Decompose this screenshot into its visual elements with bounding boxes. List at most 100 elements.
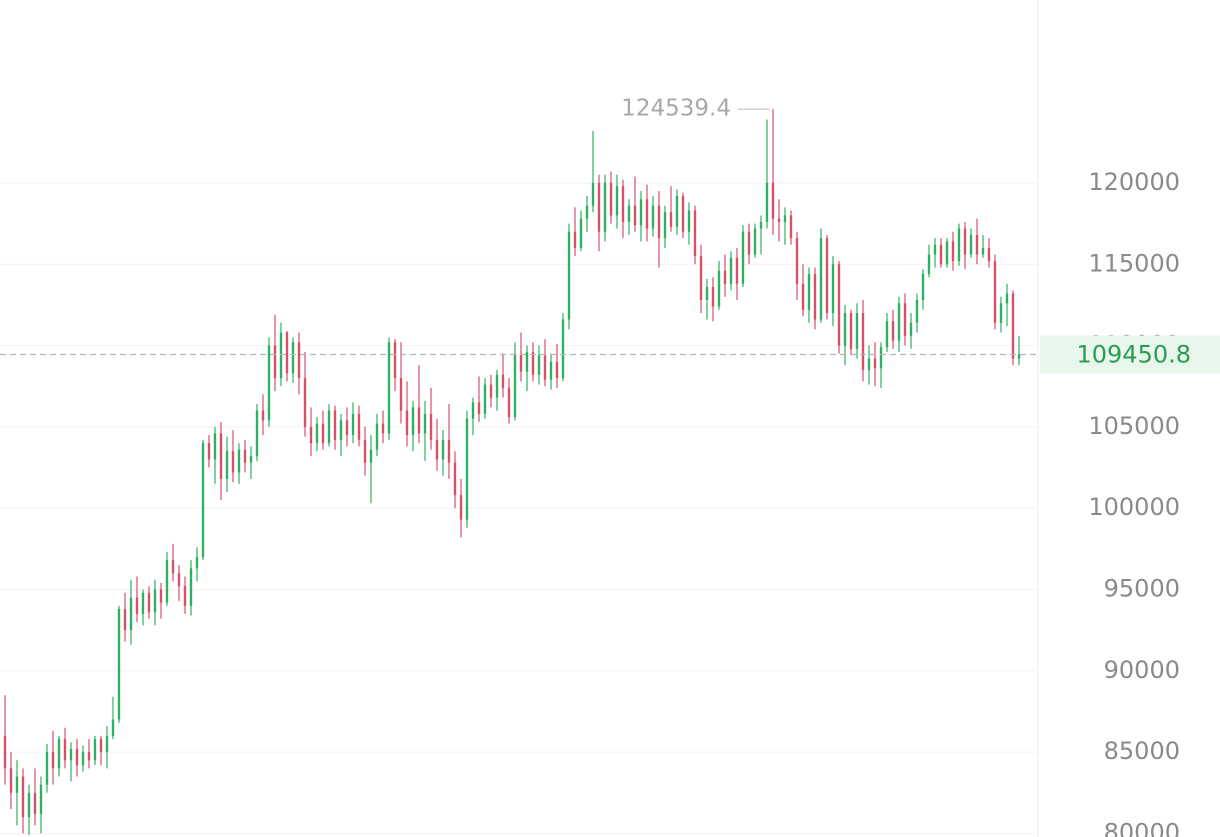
candle-body xyxy=(135,597,139,614)
candle-body xyxy=(939,244,943,265)
candle-body xyxy=(825,238,829,314)
candle-body xyxy=(807,274,811,310)
candle-body xyxy=(285,332,289,374)
candle-body xyxy=(345,420,349,436)
candle-body xyxy=(1011,293,1015,359)
candle-body xyxy=(255,410,259,457)
candle-body xyxy=(717,270,721,307)
candles xyxy=(3,109,1021,836)
candle-body xyxy=(75,748,79,766)
candle-body xyxy=(327,410,331,444)
candle-body xyxy=(735,257,739,284)
candle-body xyxy=(621,186,625,222)
candle-body xyxy=(867,358,871,370)
candle-body xyxy=(963,228,967,255)
candle-body xyxy=(639,199,643,226)
candle-body xyxy=(87,752,91,761)
candle-body xyxy=(513,353,517,418)
candle-body xyxy=(51,752,55,769)
candle-body xyxy=(147,592,151,613)
candle-body xyxy=(957,228,961,262)
candle-body xyxy=(369,449,373,463)
candle-body xyxy=(3,735,7,769)
candle-body xyxy=(885,321,889,348)
candle-body xyxy=(651,205,655,229)
candle-body xyxy=(201,443,205,557)
candle-body xyxy=(615,186,619,216)
candle-body xyxy=(435,439,439,460)
candle-body xyxy=(903,303,907,336)
candle-body xyxy=(783,215,787,222)
candle-body xyxy=(549,361,553,380)
candle-body xyxy=(591,182,595,206)
candle-body xyxy=(705,287,709,301)
candle-body xyxy=(687,210,691,232)
y-tick-label: 85000 xyxy=(1104,737,1180,765)
candle-body xyxy=(993,261,997,323)
candle-body xyxy=(567,231,571,320)
candle-body xyxy=(45,752,49,785)
candle-body xyxy=(1005,293,1009,304)
candle-body xyxy=(771,182,775,219)
candle-body xyxy=(483,384,487,414)
candle-body xyxy=(213,433,217,460)
candle-body xyxy=(909,322,913,336)
candle-body xyxy=(471,402,475,419)
candle-body xyxy=(357,413,361,440)
candle-body xyxy=(507,387,511,418)
candle-body xyxy=(399,378,403,411)
candle-body xyxy=(387,342,391,434)
candle-body xyxy=(543,355,547,380)
candle-body xyxy=(141,592,145,614)
candle-body xyxy=(831,264,835,314)
candle-body xyxy=(495,374,499,398)
candle-body xyxy=(303,378,307,427)
candle-body xyxy=(489,384,493,398)
y-tick-label: 80000 xyxy=(1104,818,1180,837)
candle-body xyxy=(267,345,271,421)
candle-body xyxy=(579,218,583,248)
candle-body xyxy=(1017,354,1021,359)
candle-body xyxy=(711,287,715,307)
candle-body xyxy=(465,418,469,520)
candle-body xyxy=(225,451,229,479)
overlay: 124539.4 109450.8 xyxy=(0,96,1220,374)
candle-body xyxy=(609,182,613,216)
candle-body xyxy=(531,352,535,375)
candle-body xyxy=(873,358,877,369)
candle-body xyxy=(453,462,457,496)
candle-body xyxy=(657,205,661,239)
candle-body xyxy=(15,776,19,793)
last-price-box xyxy=(1040,335,1220,374)
candle-body xyxy=(333,410,337,440)
candle-body xyxy=(21,776,25,818)
candle-body xyxy=(981,247,985,255)
candle-body xyxy=(969,234,973,255)
last-price-label: 109450.8 xyxy=(1076,340,1191,368)
candle-body xyxy=(597,182,601,232)
candle-body xyxy=(393,342,397,379)
candle-body xyxy=(321,423,325,444)
candle-body xyxy=(819,238,823,320)
candle-body xyxy=(273,345,277,379)
candle-body xyxy=(309,426,313,444)
candle-body xyxy=(279,332,283,379)
candle-body xyxy=(93,739,97,761)
candle-body xyxy=(261,410,265,421)
candle-body xyxy=(27,792,31,818)
candle-body xyxy=(537,355,541,375)
candle-body xyxy=(9,768,13,793)
candle-body xyxy=(777,218,781,222)
candle-body xyxy=(987,247,991,262)
candle-body xyxy=(849,313,853,349)
candle-body xyxy=(459,495,463,520)
y-tick-label: 120000 xyxy=(1088,168,1180,196)
y-tick-label: 105000 xyxy=(1088,412,1180,440)
candle-body xyxy=(219,433,223,479)
candle-body xyxy=(183,586,187,606)
candle-body xyxy=(381,423,385,434)
candle-body xyxy=(933,244,937,255)
candle-body xyxy=(177,573,181,587)
candle-body xyxy=(753,228,757,255)
